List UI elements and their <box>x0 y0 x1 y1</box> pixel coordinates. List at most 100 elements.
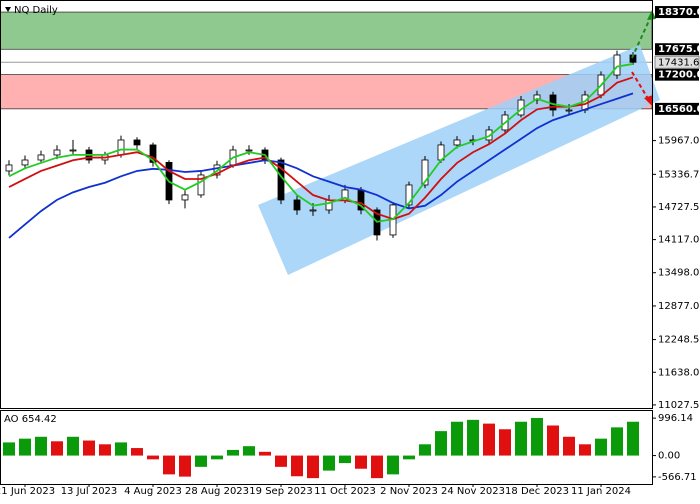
candle-body <box>533 94 541 101</box>
forecast-up-arrow <box>631 13 653 59</box>
last-price-box <box>654 55 700 69</box>
candle-body <box>181 194 189 201</box>
ao-bar <box>371 455 383 479</box>
ao-bar <box>3 442 15 456</box>
candle-body <box>69 149 77 152</box>
ao-bar <box>563 436 575 456</box>
ao-bar <box>115 442 127 456</box>
ao-bar <box>51 441 63 456</box>
y-tick-label: 11638.0 <box>658 367 699 378</box>
y-tick-label: 12877.0 <box>658 301 699 312</box>
ao-bar <box>611 427 623 456</box>
zone <box>0 11 653 50</box>
x-tick-label: 11 Oct 2023 <box>314 486 376 497</box>
x-tick-label: 4 Aug 2023 <box>124 486 182 497</box>
level-label: 17675.0 <box>658 44 700 55</box>
candle-body <box>453 139 461 146</box>
ao-bar <box>595 438 607 456</box>
candle-body <box>565 109 573 112</box>
ao-bar <box>355 455 367 469</box>
candle-body <box>421 159 429 186</box>
y-tick-label: 12248.5 <box>658 335 699 346</box>
x-tick-label: 21 Jun 2023 <box>0 486 55 497</box>
ao-bar <box>547 425 559 456</box>
ao-bar <box>35 436 47 456</box>
ao-bar <box>419 444 431 456</box>
ao-bar <box>339 455 351 464</box>
ao-bar <box>467 419 479 456</box>
trend-channel <box>258 45 660 275</box>
ao-bar <box>483 423 495 456</box>
candle-body <box>21 159 29 166</box>
x-tick-label: 18 Dec 2023 <box>505 486 569 497</box>
level-label-box <box>655 102 699 115</box>
ao-bar <box>627 421 639 456</box>
level-label: 16560.0 <box>658 104 700 115</box>
ao-bar <box>83 440 95 456</box>
candle-body <box>245 149 253 152</box>
y-tick-label: 0.00 <box>658 451 680 462</box>
ao-bar <box>227 449 239 456</box>
ao-bar <box>275 455 287 467</box>
candle-body <box>5 164 13 172</box>
moving-average <box>8 63 634 223</box>
candle-body <box>149 144 157 163</box>
ao-bar <box>131 448 143 456</box>
candle-body <box>53 149 61 156</box>
moving-average <box>8 76 634 221</box>
ao-panel-frame <box>0 410 653 485</box>
ao-bar <box>163 455 175 475</box>
candle-body <box>405 184 413 206</box>
x-tick-label: 24 Nov 2023 <box>441 486 505 497</box>
y-tick-label: 14727.5 <box>658 202 699 213</box>
candle-body <box>293 199 301 211</box>
ao-bar <box>579 444 591 456</box>
last-price-label: 17431.6 <box>658 57 699 68</box>
ao-bar <box>259 451 271 456</box>
arrow-head <box>644 95 653 106</box>
x-tick-label: 11 Jan 2024 <box>571 486 631 497</box>
level-label-box <box>655 68 699 81</box>
ao-bar <box>195 455 207 467</box>
title-marker <box>5 7 11 12</box>
candle-body <box>133 139 141 146</box>
candle-body <box>197 174 205 196</box>
ao-bar <box>19 438 31 456</box>
ao-bar <box>243 446 255 456</box>
chart-title: NQ Daily <box>14 5 58 16</box>
level-label: 18370.0 <box>658 7 700 18</box>
x-tick-label: 13 Jul 2023 <box>61 486 118 497</box>
level-label-box <box>655 43 699 56</box>
ao-bar <box>323 455 335 471</box>
moving-average <box>8 92 634 239</box>
price-panel-frame <box>0 0 653 409</box>
y-tick-label: 15336.7 <box>658 169 699 180</box>
y-tick-label: 15967.0 <box>658 136 699 147</box>
candle-body <box>485 129 493 141</box>
ao-bar <box>307 455 319 479</box>
ao-bar <box>403 455 415 460</box>
y-tick-label: 13498.0 <box>658 268 699 279</box>
candle-body <box>613 54 621 76</box>
y-tick-label: 996.14 <box>658 413 693 424</box>
y-tick-label: -566.71 <box>658 472 697 483</box>
ao-bar <box>211 455 223 460</box>
candle-body <box>37 154 45 161</box>
y-tick-label: 11027.5 <box>658 400 699 411</box>
ao-bar <box>435 431 447 456</box>
ao-bar <box>99 444 111 456</box>
ao-bar <box>499 429 511 456</box>
x-tick-label: 28 Aug 2023 <box>185 486 249 497</box>
ao-bar <box>67 436 79 456</box>
ao-title: AO 654.42 <box>4 414 57 425</box>
ao-bar <box>387 455 399 475</box>
arrow-head <box>647 10 656 20</box>
level-label: 17200.0 <box>658 70 700 81</box>
plot <box>5 50 637 241</box>
ao-bar <box>531 417 543 456</box>
level-label-box <box>655 6 699 19</box>
ao-bar <box>179 455 191 477</box>
y-tick-label: 14117.0 <box>658 235 699 246</box>
ao-bar <box>515 421 527 456</box>
